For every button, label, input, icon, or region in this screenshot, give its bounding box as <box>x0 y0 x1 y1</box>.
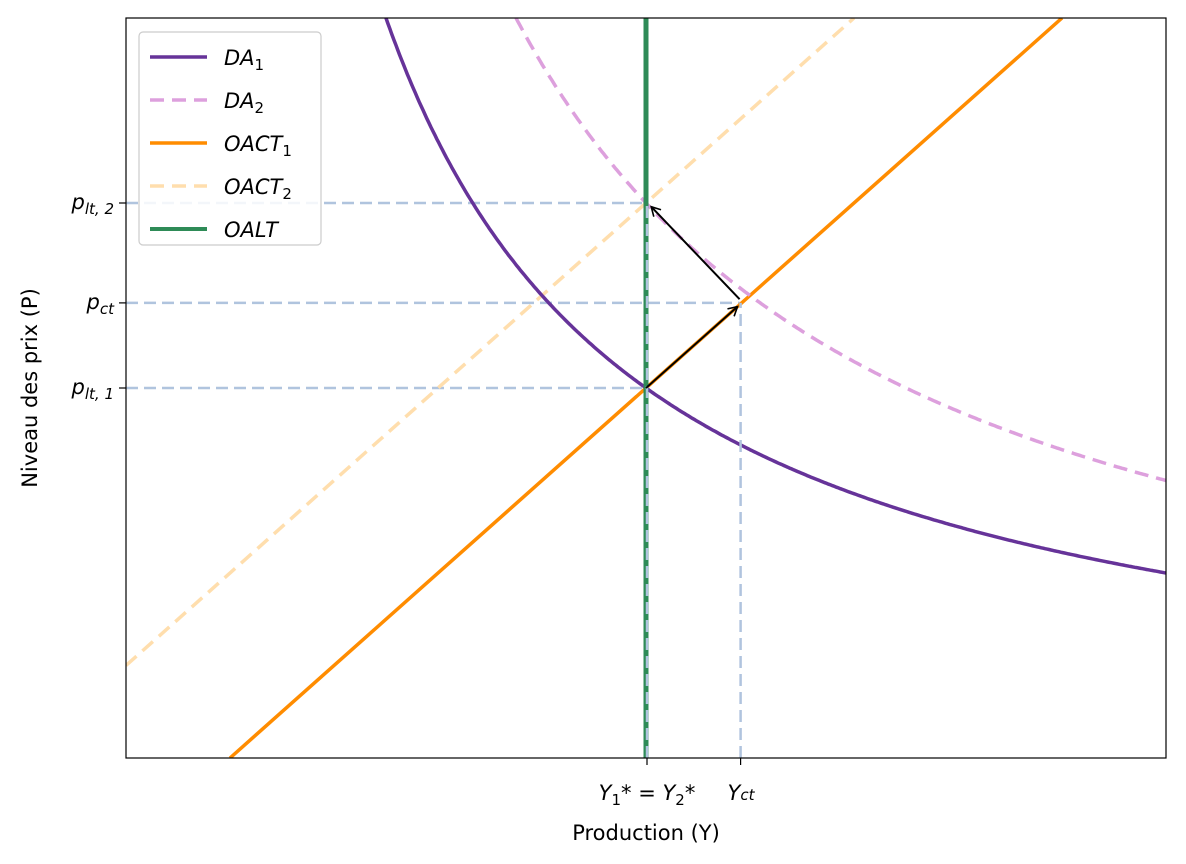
y-tick-label: plt, 2 <box>71 190 114 218</box>
series-line-da1 <box>384 18 1166 575</box>
series-line-oact2 <box>126 18 856 667</box>
legend-label-oact2: OACT2 <box>224 175 292 203</box>
legend-label-da1: DA1 <box>224 46 264 74</box>
y-tick-label: pct <box>86 290 116 318</box>
ticks: Y1* = Y2* plt, 2 pct plt, 1 <box>71 190 742 809</box>
legend-label-oalt: OALT <box>224 218 280 242</box>
y-axis-label: Niveau des prix (P) <box>18 288 42 488</box>
arrow <box>650 205 741 300</box>
x-tick-label-yct: Yct <box>727 781 755 805</box>
legend: DA1 DA2 OACT1 OACT2 OALT <box>138 31 322 246</box>
series-line-da2 <box>514 18 1166 483</box>
legend-label-oact1: OACT1 <box>224 132 292 160</box>
y-tick-label: plt, 1 <box>71 375 114 403</box>
legend-label-da2: DA2 <box>224 89 264 117</box>
arrow <box>645 305 739 389</box>
plot-area <box>126 18 1166 758</box>
legend-box <box>138 31 322 246</box>
x-tick-label: Y1* = Y2* <box>599 781 696 809</box>
x-axis-label: Production (Y) <box>572 821 720 845</box>
